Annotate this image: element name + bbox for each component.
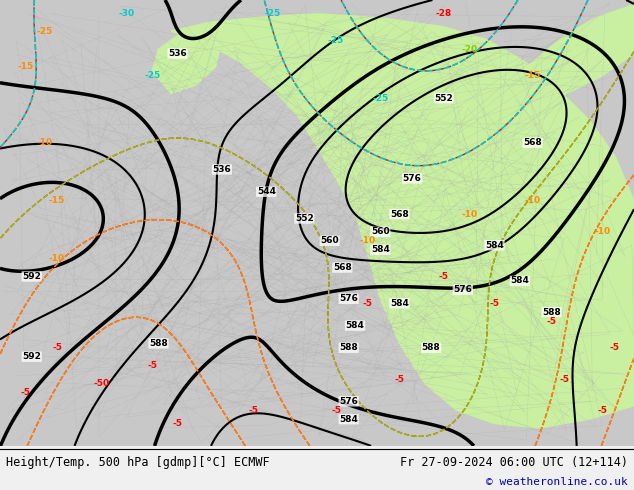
Text: -5: -5 bbox=[331, 406, 341, 415]
Text: 536: 536 bbox=[168, 49, 187, 58]
Text: 560: 560 bbox=[320, 236, 339, 245]
Text: -10: -10 bbox=[36, 138, 53, 147]
Text: -15: -15 bbox=[49, 196, 65, 205]
Text: -10: -10 bbox=[461, 210, 477, 219]
Text: 584: 584 bbox=[510, 276, 529, 285]
Text: 536: 536 bbox=[212, 165, 231, 174]
Text: Height/Temp. 500 hPa [gdmp][°C] ECMWF: Height/Temp. 500 hPa [gdmp][°C] ECMWF bbox=[6, 456, 270, 469]
Text: -5: -5 bbox=[489, 299, 500, 308]
Text: -5: -5 bbox=[363, 299, 373, 308]
Text: -5: -5 bbox=[172, 419, 183, 428]
Text: 584: 584 bbox=[339, 415, 358, 424]
Text: 552: 552 bbox=[434, 94, 453, 102]
Text: -30: -30 bbox=[119, 9, 135, 18]
Text: -25: -25 bbox=[36, 27, 53, 36]
Text: 576: 576 bbox=[403, 174, 422, 183]
Text: 552: 552 bbox=[295, 214, 314, 223]
Text: -28: -28 bbox=[436, 9, 452, 18]
Text: Fr 27-09-2024 06:00 UTC (12+114): Fr 27-09-2024 06:00 UTC (12+114) bbox=[399, 456, 628, 469]
Text: -20: -20 bbox=[461, 45, 477, 53]
Text: -5: -5 bbox=[394, 374, 404, 384]
Text: -5: -5 bbox=[597, 406, 607, 415]
Text: 592: 592 bbox=[22, 352, 41, 361]
Text: 588: 588 bbox=[339, 343, 358, 352]
Text: -5: -5 bbox=[559, 374, 569, 384]
Text: 584: 584 bbox=[485, 241, 504, 250]
Text: -10: -10 bbox=[524, 196, 541, 205]
Text: -50: -50 bbox=[93, 379, 110, 388]
Text: -25: -25 bbox=[372, 94, 389, 102]
Text: 584: 584 bbox=[346, 321, 365, 330]
Text: 544: 544 bbox=[257, 187, 276, 196]
Text: -15: -15 bbox=[17, 62, 34, 72]
Text: 568: 568 bbox=[523, 138, 542, 147]
Text: -5: -5 bbox=[610, 343, 620, 352]
Text: 576: 576 bbox=[339, 294, 358, 303]
Text: © weatheronline.co.uk: © weatheronline.co.uk bbox=[486, 477, 628, 487]
Text: 592: 592 bbox=[22, 272, 41, 281]
Text: -25: -25 bbox=[328, 36, 344, 45]
Text: -10: -10 bbox=[594, 227, 611, 236]
Polygon shape bbox=[152, 27, 222, 94]
Polygon shape bbox=[171, 13, 634, 428]
Text: 576: 576 bbox=[339, 397, 358, 406]
Text: -10: -10 bbox=[49, 254, 65, 263]
Text: 588: 588 bbox=[422, 343, 441, 352]
Text: 588: 588 bbox=[542, 308, 561, 317]
Text: -15: -15 bbox=[524, 72, 541, 80]
Text: 584: 584 bbox=[390, 299, 409, 308]
Text: -5: -5 bbox=[20, 388, 30, 397]
Text: -5: -5 bbox=[147, 361, 157, 370]
Text: 576: 576 bbox=[453, 285, 472, 294]
Text: 568: 568 bbox=[333, 263, 352, 272]
Text: -5: -5 bbox=[52, 343, 62, 352]
Text: 588: 588 bbox=[149, 339, 168, 348]
Text: 584: 584 bbox=[371, 245, 390, 254]
Text: -5: -5 bbox=[547, 317, 557, 325]
Text: -25: -25 bbox=[144, 72, 160, 80]
Text: -5: -5 bbox=[439, 272, 449, 281]
Text: -10: -10 bbox=[359, 236, 376, 245]
Text: 568: 568 bbox=[390, 210, 409, 219]
Text: -25: -25 bbox=[264, 9, 281, 18]
Text: -5: -5 bbox=[249, 406, 259, 415]
Text: 560: 560 bbox=[371, 227, 390, 236]
Polygon shape bbox=[469, 4, 634, 112]
